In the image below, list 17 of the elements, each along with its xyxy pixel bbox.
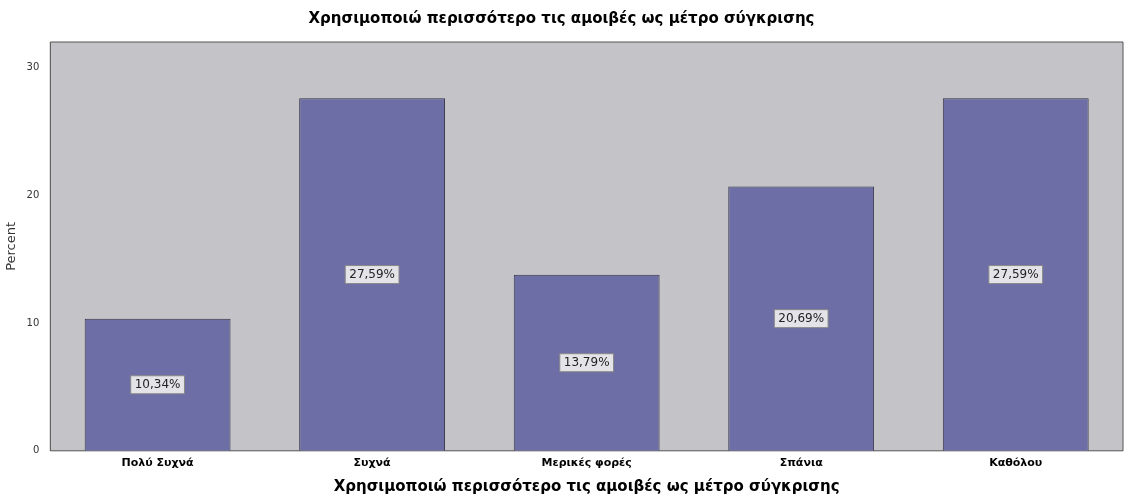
x-tick-label: Σπάνια [779, 456, 824, 470]
x-axis-title: Χρησιμοποιώ περισσότερο τις αμοιβές ως μέτρο σύγκρισης [333, 476, 840, 495]
data-label: 10,34% [134, 376, 181, 391]
y-tick-label: 10 [26, 316, 40, 328]
data-label: 20,69% [778, 310, 825, 325]
data-label: 27,59% [992, 266, 1039, 281]
chart-title: Χρησιμοποιώ περισσότερο τις αμοιβές ως μέτρο σύγκρισης [308, 8, 815, 27]
x-tick-label: Πολύ Συχνά [121, 456, 195, 470]
data-label: 13,79% [563, 354, 610, 369]
y-axis-title: Percent [3, 221, 19, 271]
x-tick-label: Καθόλου [989, 456, 1043, 470]
x-tick-label: Συχνά [353, 456, 392, 470]
y-tick-label: 0 [32, 444, 40, 456]
y-tick-label: 20 [26, 188, 40, 200]
x-tick-label: Μερικές φορές [541, 456, 632, 470]
y-tick-label: 30 [26, 61, 40, 73]
data-label: 27,59% [349, 266, 396, 281]
